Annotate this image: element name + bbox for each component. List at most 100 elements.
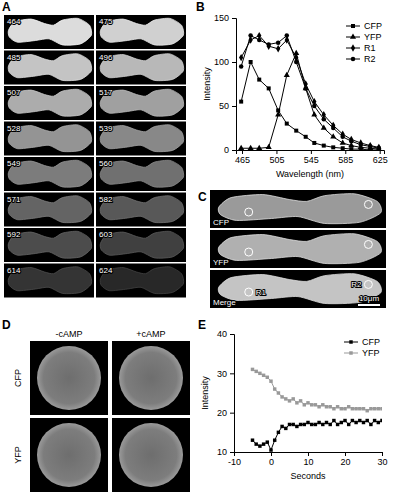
y-tick: 20: [217, 408, 234, 418]
series-line: [253, 421, 383, 451]
wavelength-label: 475: [99, 17, 113, 26]
y-tick-label: 100: [214, 57, 229, 67]
image-frame: [210, 230, 386, 268]
scale-bar: [358, 304, 380, 306]
x-tick-mark: [276, 150, 277, 154]
series-marker: [343, 419, 346, 422]
spectral-image: 624: [96, 264, 186, 298]
cell: [100, 267, 183, 294]
series-line: [241, 62, 379, 150]
y-tick-label: 20: [217, 408, 227, 418]
x-tick-mark: [311, 150, 312, 154]
region-marker: [364, 240, 372, 248]
cell: [8, 89, 91, 116]
series-marker: [321, 124, 327, 129]
series-marker: [256, 145, 262, 150]
series-marker: [258, 372, 261, 375]
y-tick: 150: [214, 13, 236, 23]
legend-marker: [351, 44, 355, 51]
series-marker: [239, 100, 243, 104]
series-marker: [328, 423, 331, 426]
series-marker: [340, 139, 346, 144]
spectral-image: 592: [4, 228, 94, 262]
x-tick-label: 30: [377, 457, 387, 467]
spectral-image: 582: [96, 193, 186, 227]
series-marker: [303, 423, 306, 426]
series-marker: [266, 144, 272, 149]
spectral-image: 560: [96, 157, 186, 191]
wavelength-label: 517: [99, 88, 113, 97]
series-marker: [304, 135, 308, 139]
cell: [8, 54, 91, 81]
wavelength-label: 464: [7, 17, 21, 26]
column-label: +cAMP: [136, 329, 165, 339]
series-marker: [299, 399, 302, 402]
y-axis-title: Intensity: [202, 67, 212, 101]
series-marker: [322, 117, 327, 122]
series-marker: [262, 442, 265, 445]
x-tick: -10: [228, 452, 241, 467]
camp-image: [30, 418, 108, 492]
series-marker: [269, 379, 272, 382]
series-marker: [310, 423, 313, 426]
series-marker: [359, 139, 363, 146]
x-tick-label: 505: [269, 155, 284, 165]
series-marker: [347, 423, 350, 426]
region-marker: [245, 248, 253, 256]
series-marker: [369, 423, 372, 426]
legend-entry: CFP: [344, 337, 380, 347]
legend-label: CFP: [362, 337, 380, 347]
panel-letter: B: [196, 0, 205, 14]
cell: [119, 346, 183, 410]
series-marker: [295, 425, 298, 428]
series-marker: [365, 409, 368, 412]
series-marker: [291, 423, 294, 426]
y-tick-label: 30: [217, 369, 227, 379]
wavelength-label: 603: [99, 230, 113, 239]
y-tick-mark: [232, 62, 236, 63]
cell: [100, 89, 183, 116]
cell: [218, 234, 381, 264]
region-marker: [364, 200, 372, 208]
wavelength-label: 582: [99, 195, 113, 204]
cell: [100, 196, 183, 223]
wavelength-label: 496: [99, 53, 113, 62]
y-tick-mark: [232, 150, 236, 151]
cell: [8, 18, 91, 45]
legend-label: R2: [364, 54, 376, 64]
series-marker: [266, 376, 269, 379]
cell: [8, 160, 91, 187]
series-line: [241, 53, 379, 149]
y-tick: 30: [217, 369, 234, 379]
y-axis-line: [232, 19, 237, 151]
region-label: R1: [256, 288, 267, 297]
scale-bar-label: 10μm: [359, 294, 380, 303]
y-tick-mark: [230, 334, 234, 335]
y-tick-label: 40: [217, 329, 227, 339]
series-marker: [258, 444, 261, 447]
x-tick: 625: [373, 150, 388, 165]
x-tick-mark: [345, 150, 346, 154]
x-tick: 0: [269, 452, 274, 467]
cell: [100, 54, 183, 81]
cell: [119, 423, 183, 487]
series-marker: [314, 403, 317, 406]
series-marker: [331, 126, 336, 131]
x-tick: 545: [304, 150, 319, 165]
image-frame: [4, 122, 94, 156]
cell: [37, 423, 101, 487]
series-marker: [341, 146, 345, 150]
figure: ABCDE46447548549650751752853954956057158…: [0, 0, 395, 499]
wavelength-label: 549: [7, 159, 21, 168]
series-marker: [351, 407, 354, 410]
y-tick-label: 10: [217, 447, 227, 457]
image-label: Merge: [213, 298, 236, 307]
x-tick-label: 20: [340, 457, 350, 467]
x-tick-label: 0: [269, 457, 274, 467]
series-marker: [330, 133, 336, 138]
x-axis: 465505545585625: [235, 150, 388, 165]
y-tick-label: 150: [214, 13, 229, 23]
image-frame: [96, 122, 186, 156]
series-marker: [254, 370, 257, 373]
spectral-images: 4644754854965075175285395495605715825926…: [4, 15, 186, 298]
